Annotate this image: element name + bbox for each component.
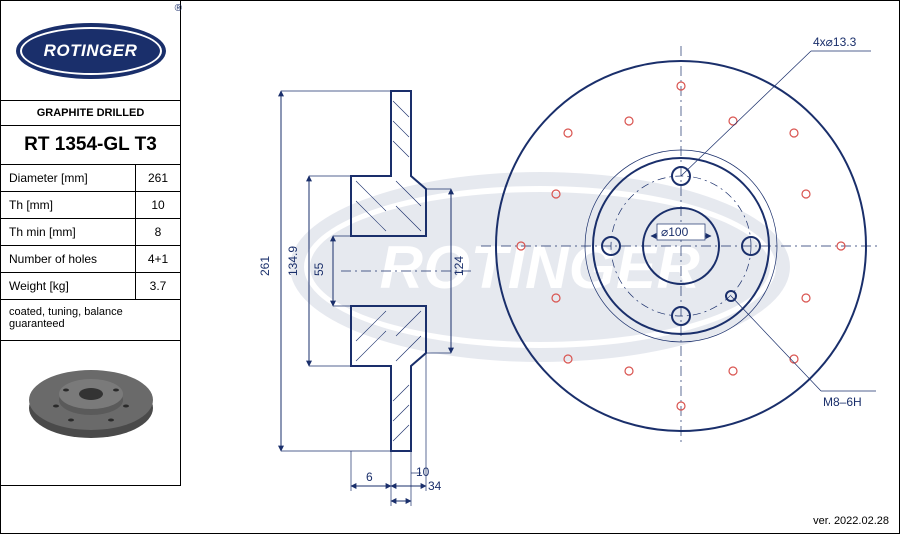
- spec-row: Th min [mm] 8: [1, 219, 180, 246]
- spec-row: Diameter [mm] 261: [1, 165, 180, 192]
- spec-val: 261: [136, 165, 180, 191]
- spec-val: 4+1: [136, 246, 180, 272]
- technical-drawing: 261 134.9 55 124: [181, 1, 899, 533]
- dim-face-d: 124: [452, 256, 466, 276]
- dim-offset: 34: [428, 479, 442, 493]
- callout-thread: M8–6H: [823, 395, 862, 409]
- spec-row: Th [mm] 10: [1, 192, 180, 219]
- spec-key: Number of holes: [1, 246, 136, 272]
- dim-thick: 10: [416, 465, 430, 479]
- dim-hub-od: 134.9: [286, 246, 300, 276]
- spec-val: 3.7: [136, 273, 180, 299]
- brand-logo: ROTINGER ®: [1, 1, 181, 101]
- spec-row: Number of holes 4+1: [1, 246, 180, 273]
- spec-val: 8: [136, 219, 180, 245]
- spec-header: GRAPHITE DRILLED: [1, 101, 180, 126]
- dim-outer-d: 261: [258, 256, 272, 276]
- spec-key: Th min [mm]: [1, 219, 136, 245]
- spec-key: Weight [kg]: [1, 273, 136, 299]
- spec-key: Th [mm]: [1, 192, 136, 218]
- callout-pcd: ⌀100: [661, 225, 689, 239]
- callout-bolt: 4x⌀13.3: [813, 35, 857, 49]
- brand-name: ROTINGER: [44, 41, 138, 61]
- spec-table: GRAPHITE DRILLED RT 1354-GL T3 Diameter …: [1, 101, 181, 486]
- spec-row: Weight [kg] 3.7: [1, 273, 180, 300]
- dim-back: 6: [366, 470, 373, 484]
- drawing-sheet: ROTINGER ® GRAPHITE DRILLED RT 1354-GL T…: [0, 0, 900, 534]
- spec-key: Diameter [mm]: [1, 165, 136, 191]
- spec-note: coated, tuning, balance guaranteed: [1, 300, 180, 341]
- version-label: ver. 2022.02.28: [813, 515, 889, 527]
- dim-bore: 55: [312, 262, 326, 276]
- spec-val: 10: [136, 192, 180, 218]
- spec-illustration: [1, 341, 180, 486]
- part-number: RT 1354-GL T3: [1, 126, 180, 165]
